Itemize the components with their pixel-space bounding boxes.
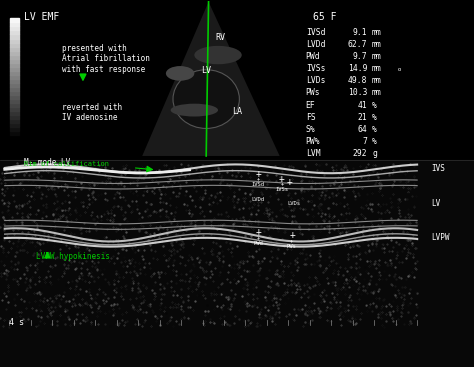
Bar	[10, 115, 19, 119]
Bar	[10, 34, 19, 39]
Text: mm: mm	[372, 76, 382, 85]
Text: 64: 64	[357, 125, 367, 134]
Bar	[10, 75, 19, 79]
Text: S%: S%	[306, 125, 316, 134]
Text: EF: EF	[306, 101, 316, 109]
Bar	[10, 47, 19, 51]
Bar	[10, 26, 19, 30]
Text: LA: LA	[232, 107, 242, 116]
Text: LVPW: LVPW	[431, 233, 450, 242]
Bar	[10, 18, 19, 22]
Text: +: +	[286, 177, 292, 188]
Text: LVM: LVM	[306, 149, 320, 158]
Bar	[10, 22, 19, 26]
Bar	[10, 111, 19, 115]
Text: +: +	[279, 174, 285, 184]
Text: o: o	[398, 67, 401, 72]
Text: mm: mm	[372, 40, 382, 49]
Ellipse shape	[173, 70, 239, 128]
Text: PWs: PWs	[306, 88, 320, 97]
Text: LV: LV	[431, 199, 441, 207]
Text: %: %	[372, 125, 377, 134]
Text: 7: 7	[363, 137, 367, 146]
Text: reverted with
IV adenosine: reverted with IV adenosine	[62, 103, 122, 122]
Text: LVDd: LVDd	[306, 40, 325, 49]
Bar	[10, 91, 19, 95]
Bar	[10, 71, 19, 75]
Bar	[10, 67, 19, 71]
Text: +
PWd: + PWd	[254, 235, 263, 246]
Text: mm: mm	[372, 88, 382, 97]
Text: mm: mm	[372, 52, 382, 61]
Text: 21: 21	[357, 113, 367, 121]
Text: %: %	[372, 113, 377, 121]
Text: PW%: PW%	[306, 137, 320, 146]
Text: LVDd: LVDd	[252, 197, 265, 203]
Text: 292: 292	[353, 149, 367, 158]
Bar	[10, 87, 19, 91]
Bar	[10, 103, 19, 107]
Text: LV EMF: LV EMF	[24, 12, 59, 22]
Bar	[10, 30, 19, 34]
Text: FS: FS	[306, 113, 316, 121]
Bar	[0, 0, 474, 160]
Bar	[10, 43, 19, 47]
Bar	[10, 99, 19, 103]
Text: 65 F: 65 F	[313, 12, 337, 22]
Text: mm: mm	[372, 28, 382, 37]
Text: 4 s: 4 s	[9, 318, 25, 327]
Text: 41: 41	[357, 101, 367, 109]
Text: +: +	[255, 169, 261, 179]
Bar	[10, 123, 19, 127]
Bar	[10, 135, 19, 139]
Text: LVPW hypokinesis: LVPW hypokinesis	[36, 252, 109, 261]
Text: mm: mm	[372, 64, 382, 73]
Text: +
PWs: + PWs	[287, 239, 296, 249]
Text: +: +	[290, 230, 295, 240]
Bar	[10, 55, 19, 59]
Text: LV: LV	[201, 66, 211, 75]
Polygon shape	[142, 2, 280, 156]
Ellipse shape	[166, 66, 194, 81]
Text: +
IVSd: + IVSd	[252, 176, 265, 187]
Text: 62.7: 62.7	[348, 40, 367, 49]
Text: 10.3: 10.3	[348, 88, 367, 97]
Bar	[10, 83, 19, 87]
Text: IVSd: IVSd	[306, 28, 325, 37]
Text: 9.1: 9.1	[353, 28, 367, 37]
Bar	[10, 39, 19, 43]
Text: +
IVSs: + IVSs	[275, 181, 289, 192]
Text: RV: RV	[216, 33, 226, 42]
Text: %: %	[372, 101, 377, 109]
Bar	[10, 127, 19, 131]
Text: LVDs: LVDs	[287, 201, 301, 206]
Bar	[10, 131, 19, 135]
Text: 49.8: 49.8	[348, 76, 367, 85]
Text: g: g	[372, 149, 377, 158]
Text: presented with
Atrial fibrillation
with fast response: presented with Atrial fibrillation with …	[62, 44, 149, 74]
Bar	[10, 107, 19, 111]
Text: 14.9: 14.9	[348, 64, 367, 73]
Bar	[10, 59, 19, 63]
Bar	[10, 119, 19, 123]
Bar	[10, 95, 19, 99]
Text: IVSs: IVSs	[306, 64, 325, 73]
Bar	[10, 79, 19, 83]
Text: +: +	[255, 227, 261, 237]
Text: %: %	[372, 137, 377, 146]
Text: LVDs: LVDs	[306, 76, 325, 85]
Ellipse shape	[171, 104, 218, 117]
Text: 9.7: 9.7	[353, 52, 367, 61]
Text: PWd: PWd	[306, 52, 320, 61]
Text: Rim of calcification: Rim of calcification	[24, 161, 109, 167]
Bar	[10, 51, 19, 55]
Text: IVS: IVS	[431, 164, 445, 172]
Bar	[10, 63, 19, 67]
Bar	[0, 160, 474, 367]
Ellipse shape	[194, 46, 242, 64]
Text: M- mode LV: M- mode LV	[24, 158, 70, 167]
